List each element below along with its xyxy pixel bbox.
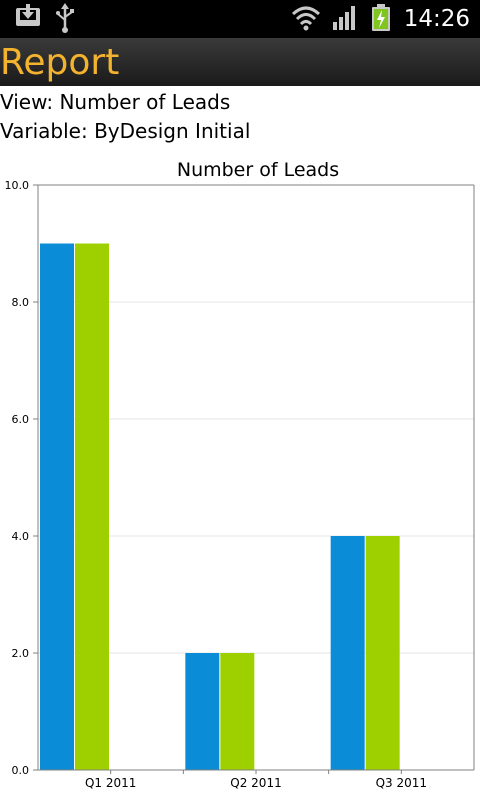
y-tick-label: 0.0 (12, 764, 30, 777)
bar (330, 536, 365, 770)
view-label: View: Number of Leads (0, 90, 231, 114)
title-bar: Report (0, 38, 480, 86)
bar (185, 653, 220, 770)
bar (75, 243, 109, 770)
x-tick-label: Q3 2011 (376, 776, 427, 790)
y-tick-label: 2.0 (12, 647, 30, 660)
bar-chart: Number of Leads 0.0 2.0 4.0 6.0 8.0 10.0 Q1 201… (5, 159, 475, 790)
variable-label: Variable: ByDesign Initial (0, 119, 251, 143)
bar (40, 243, 74, 770)
x-tick-label: Q2 2011 (230, 776, 281, 790)
y-tick-label: 10.0 (5, 179, 30, 192)
page-title: Report (0, 42, 120, 83)
signal-icon (333, 6, 355, 30)
y-tick-label: 8.0 (12, 296, 30, 309)
usb-icon[interactable] (54, 0, 76, 38)
x-tick-label: Q1 2011 (85, 776, 136, 790)
status-bar: 14:26 (0, 0, 480, 38)
battery-charging-icon (372, 4, 390, 31)
wifi-icon (291, 6, 321, 31)
download-icon[interactable] (14, 0, 42, 38)
y-tick-label: 4.0 (12, 530, 30, 543)
bar (220, 653, 255, 770)
status-time: 14:26 (403, 6, 470, 32)
chart-title: Number of Leads (177, 159, 339, 181)
bar (365, 536, 400, 770)
y-tick-label: 6.0 (12, 413, 30, 426)
